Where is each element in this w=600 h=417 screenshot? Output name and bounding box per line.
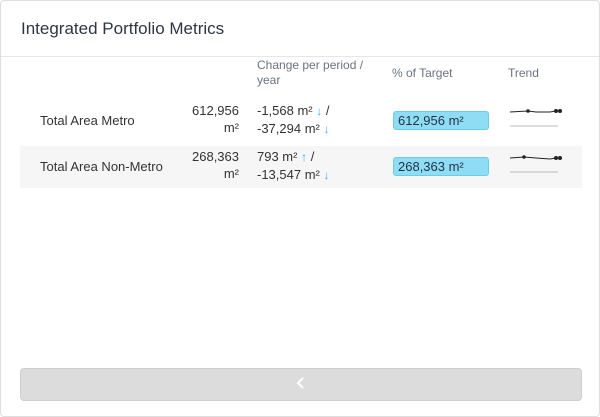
trend-sparkline bbox=[510, 109, 562, 127]
trend-sparkline bbox=[510, 155, 562, 173]
metric-value-unit: m² bbox=[223, 120, 239, 135]
year-change: -37,294 m² bbox=[257, 121, 320, 136]
back-button[interactable] bbox=[20, 368, 582, 401]
table-row: Total Area Metro 612,956 m² -1,568 m² ↓ … bbox=[20, 100, 582, 142]
target-badge: 612,956 m² bbox=[393, 111, 489, 130]
metric-label: Total Area Non-Metro bbox=[40, 159, 163, 174]
header-change-line1: Change per period / bbox=[257, 58, 364, 72]
header-change-line2: year bbox=[257, 73, 281, 87]
table-header: Change per period / year % of Target Tre… bbox=[20, 58, 582, 98]
metric-value-number: 612,956 bbox=[192, 103, 239, 118]
year-change: -13,547 m² bbox=[257, 167, 320, 182]
target-badge: 268,363 m² bbox=[393, 157, 489, 176]
metric-value-number: 268,363 bbox=[192, 149, 239, 164]
chevron-left-icon bbox=[296, 376, 306, 394]
metric-value: 268,363 m² bbox=[170, 148, 239, 182]
change-separator: / bbox=[325, 103, 330, 118]
metric-value: 612,956 m² bbox=[170, 102, 239, 136]
card-header: Integrated Portfolio Metrics bbox=[1, 1, 599, 57]
arrow-down-icon: ↓ bbox=[316, 104, 323, 118]
arrow-down-icon: ↓ bbox=[323, 122, 330, 136]
table-row: Total Area Non-Metro 268,363 m² 793 m² ↑… bbox=[20, 146, 582, 188]
metric-change: -1,568 m² ↓ / -37,294 m² ↓ bbox=[257, 102, 330, 138]
arrow-down-icon: ↓ bbox=[323, 168, 330, 182]
metric-label: Total Area Metro bbox=[40, 113, 135, 128]
period-change: -1,568 m² bbox=[257, 103, 313, 118]
metric-change: 793 m² ↑ / -13,547 m² ↓ bbox=[257, 148, 330, 184]
period-change: 793 m² bbox=[257, 149, 298, 164]
header-change: Change per period / year bbox=[257, 58, 363, 88]
change-separator: / bbox=[310, 149, 315, 164]
header-trend: Trend bbox=[508, 66, 539, 80]
header-target: % of Target bbox=[392, 66, 453, 80]
metric-value-unit: m² bbox=[223, 166, 239, 181]
card-title: Integrated Portfolio Metrics bbox=[21, 18, 225, 38]
arrow-up-icon: ↑ bbox=[301, 150, 308, 164]
